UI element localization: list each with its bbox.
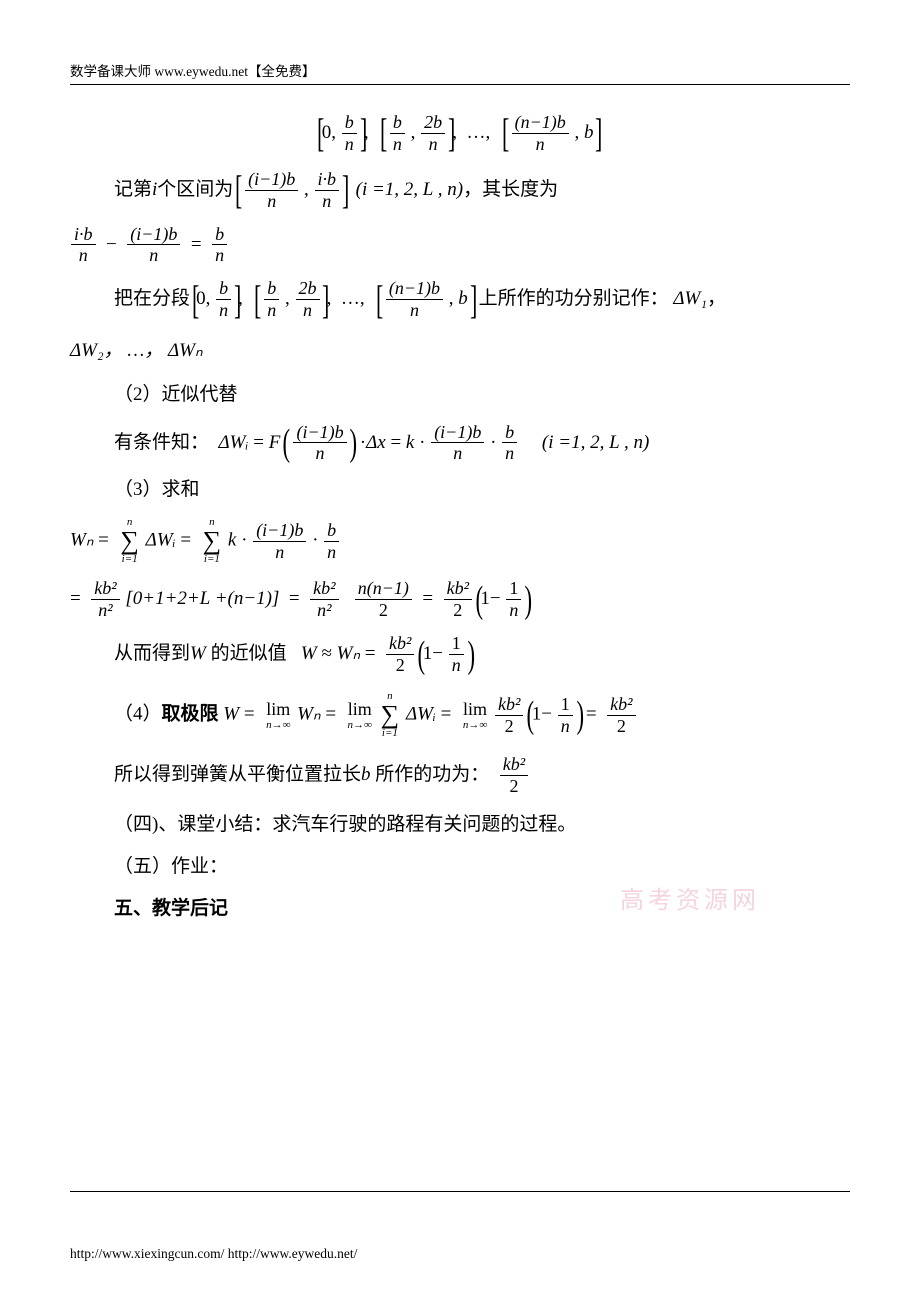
header-rule xyxy=(70,84,850,85)
page-header: 数学备课大师 www.eywedu.net【全免费】 xyxy=(70,60,850,80)
section-4: （四)、课堂小结：求汽车行驶的路程有关问题的过程。 xyxy=(70,808,850,842)
heading-3: （3）求和 xyxy=(70,473,850,507)
ith-interval: 记第i个区间为 [ (i−1)bn , i·bn ] (i =1, 2, L ,… xyxy=(70,170,850,211)
footer-rule xyxy=(70,1191,850,1192)
sum-equation-1: Wₙ = n∑i=1 ΔWᵢ = n∑i=1 k · (i−1)bn · bn xyxy=(70,517,850,565)
delta-x-equation: i·bn − (i−1)bn = bn xyxy=(70,225,850,266)
result-line: 所以得到弹簧从平衡位置拉长b 所作的功为： kb²2 xyxy=(70,755,850,796)
dW-series: ΔW₂， …， ΔWₙ xyxy=(70,334,850,368)
approx-value: 从而得到W 的近似值 W ≈ Wₙ = kb²2 (1− 1n ) xyxy=(70,634,850,675)
watermark-text: 高考资源网 xyxy=(620,880,760,915)
work-partition: 把在分段 [0, bn ], [ bn , 2bn ], …, [ (n−1)b… xyxy=(70,279,850,320)
heading-2: （2）近似代替 xyxy=(70,378,850,412)
interval-partition: [0, bn ], [ bn , 2bn ], …, [ (n−1)bn , b… xyxy=(70,113,850,154)
condition-equation: 有条件知： ΔWᵢ = F ( (i−1)bn ) ·Δx = k · (i−1… xyxy=(70,423,850,464)
page-container: 数学备课大师 www.eywedu.net【全免费】 [0, bn ], [ b… xyxy=(0,0,920,974)
page-footer: http://www.xiexingcun.com/ http://www.ey… xyxy=(70,1246,357,1262)
limit-equation: （4）取极限 W = limn→∞ Wₙ = limn→∞ n∑i=1 ΔWᵢ … xyxy=(70,691,850,739)
sum-equation-2: = kb²n² [0+1+2+L +(n−1)] = kb²n² n(n−1)2… xyxy=(70,579,850,620)
